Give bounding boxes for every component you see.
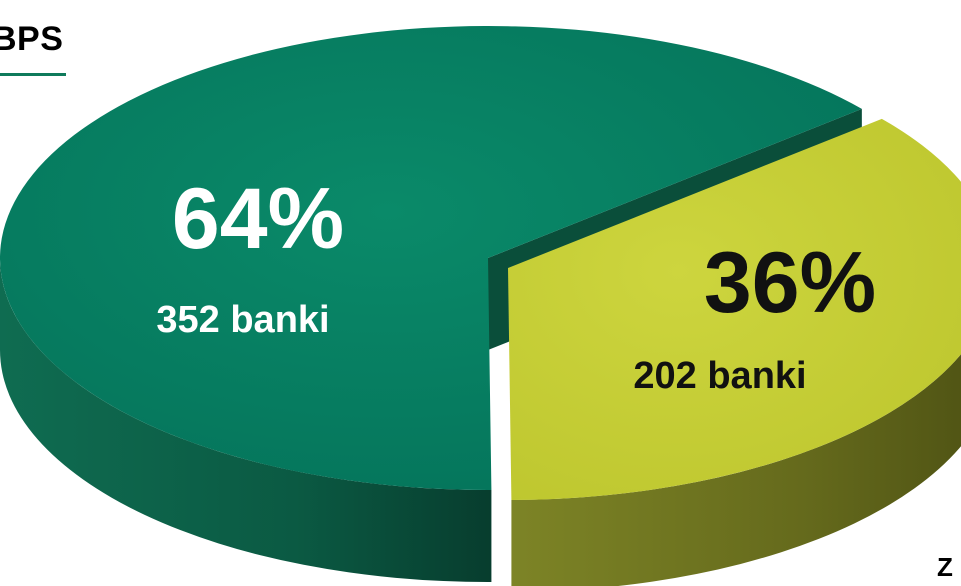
pie-slice-1-top — [508, 118, 961, 500]
slice-1-percent-label: 36% — [704, 235, 876, 331]
pie-slice-1-side — [511, 354, 961, 586]
corner-underline — [0, 73, 66, 76]
pie-slice-1 — [508, 118, 961, 586]
slice-0-count-label: 352 banki — [156, 299, 329, 341]
slice-0-percent-label: 64% — [172, 171, 344, 267]
pie-slice-0-top — [0, 26, 862, 490]
corner-label: BPS — [0, 20, 64, 58]
slice-1-count-label: 202 banki — [633, 355, 806, 397]
edge-text-fragment: Z — [937, 552, 953, 582]
pie-slice-0-side — [0, 258, 492, 582]
